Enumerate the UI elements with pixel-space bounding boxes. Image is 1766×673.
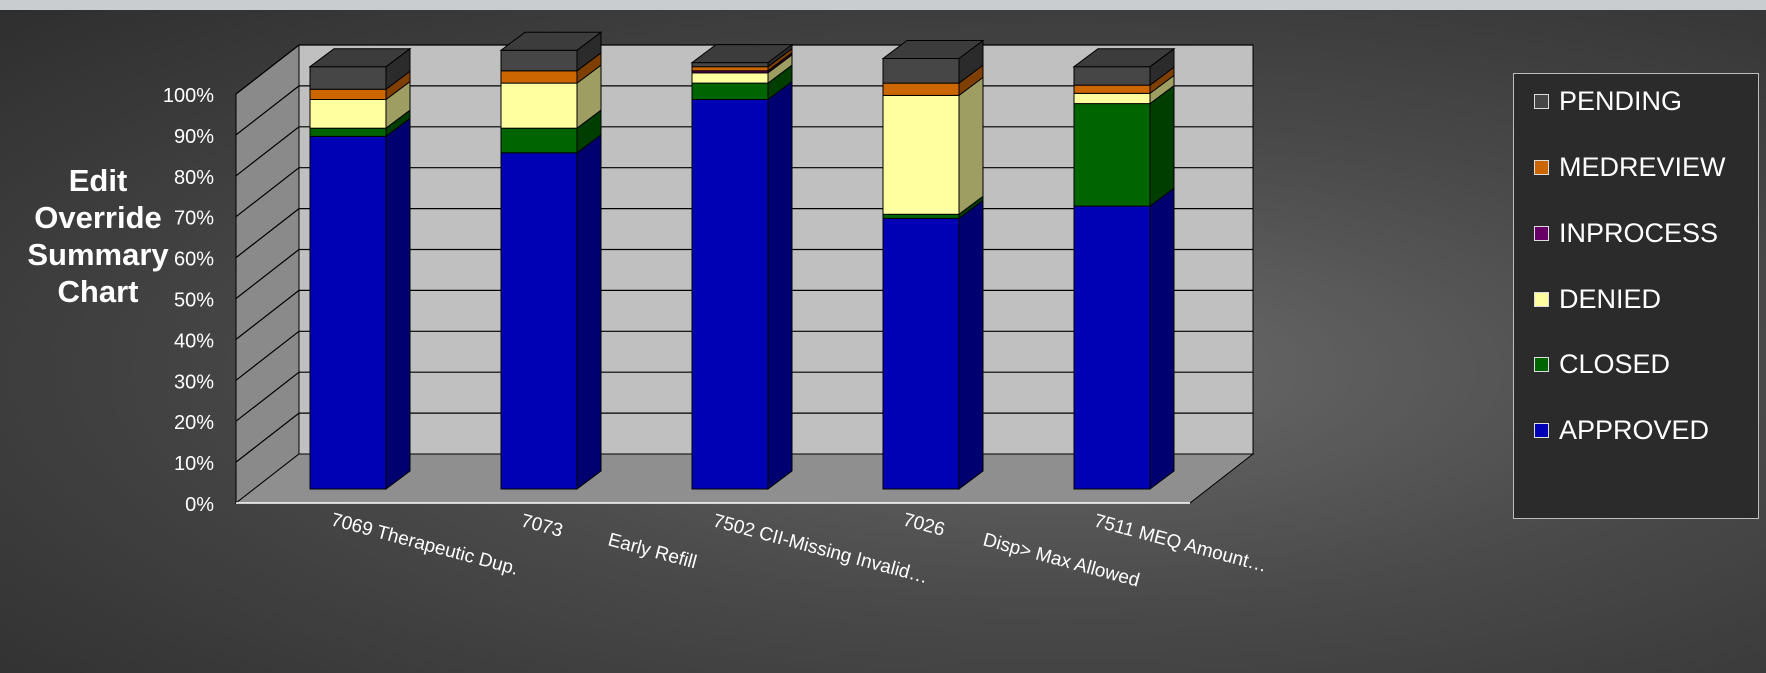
legend-item-medreview: MEDREVIEW bbox=[1534, 147, 1726, 187]
y-tick-label: 40% bbox=[174, 330, 214, 352]
x-category-label: 7026 bbox=[901, 510, 947, 541]
x-category-label: 7069 Therapeutic Dup. bbox=[329, 510, 521, 580]
y-tick-label: 20% bbox=[174, 412, 214, 434]
legend-item-denied: DENIED bbox=[1534, 279, 1661, 319]
legend-item-approved: APPROVED bbox=[1534, 410, 1709, 450]
legend-swatch bbox=[1534, 291, 1549, 307]
bar-segment-closed bbox=[882, 213, 960, 219]
slide-title-line-4: Chart bbox=[57, 274, 139, 309]
y-tick-label: 100% bbox=[163, 85, 214, 107]
y-tick-label: 90% bbox=[174, 126, 214, 148]
bar-top-cap bbox=[499, 31, 603, 51]
bar-segment-pending bbox=[500, 49, 578, 72]
bar-segment-closed bbox=[309, 127, 387, 137]
top-strip bbox=[0, 0, 1766, 10]
legend-swatch bbox=[1534, 225, 1549, 241]
y-tick-label: 60% bbox=[174, 249, 214, 271]
bar-segment-pending bbox=[691, 62, 769, 68]
y-tick-label: 70% bbox=[174, 208, 214, 230]
bar-segment-approved bbox=[500, 152, 578, 490]
legend-swatch bbox=[1534, 93, 1549, 109]
bar-side-approved bbox=[1149, 187, 1175, 490]
bar-segment-medreview bbox=[691, 66, 769, 72]
bar-segment-approved bbox=[309, 135, 387, 490]
bar-segment-denied bbox=[882, 94, 960, 215]
bar-segment-closed bbox=[1073, 103, 1151, 207]
legend-item-pending: PENDING bbox=[1534, 81, 1682, 121]
slide-title: Edit Override Summary Chart bbox=[8, 162, 188, 310]
legend-label: PENDING bbox=[1559, 85, 1683, 116]
legend-swatch bbox=[1534, 422, 1549, 438]
bar-segment-denied bbox=[1073, 92, 1151, 105]
bar-segment-pending bbox=[882, 58, 960, 84]
bar-segment-approved bbox=[882, 217, 960, 490]
y-tick-label: 10% bbox=[174, 453, 214, 475]
legend-swatch bbox=[1534, 159, 1549, 175]
y-tick-label: 80% bbox=[174, 167, 214, 189]
y-tick-label: 30% bbox=[174, 371, 214, 393]
legend-item-closed: CLOSED bbox=[1534, 344, 1670, 384]
slide-title-line-2: Override bbox=[34, 200, 162, 235]
bar-segment-pending bbox=[1073, 66, 1151, 86]
bar-segment-denied bbox=[691, 72, 769, 84]
bar-segment-closed bbox=[691, 82, 769, 100]
bar-segment-denied bbox=[309, 99, 387, 129]
bar-top-cap bbox=[1072, 48, 1176, 68]
legend-label: MEDREVIEW bbox=[1559, 151, 1726, 182]
legend-label: CLOSED bbox=[1559, 348, 1671, 379]
legend-label: APPROVED bbox=[1559, 414, 1710, 445]
bar-side-closed bbox=[1149, 84, 1175, 208]
bar-segment-medreview bbox=[882, 82, 960, 96]
bar-segment-denied bbox=[500, 82, 578, 129]
bar-top-cap bbox=[881, 40, 985, 59]
legend-swatch bbox=[1534, 356, 1549, 372]
bar-side-approved bbox=[385, 117, 411, 490]
bar-side-approved bbox=[767, 80, 793, 490]
bar-side-denied bbox=[958, 76, 984, 216]
legend-label: INPROCESS bbox=[1559, 217, 1719, 248]
x-category-label: 7073 bbox=[519, 511, 565, 542]
bar-segment-medreview bbox=[1073, 84, 1151, 94]
bar-top-cap bbox=[690, 44, 794, 64]
bar-segment-medreview bbox=[500, 70, 578, 84]
bar-segment-medreview bbox=[309, 88, 387, 100]
bar-segment-approved bbox=[691, 99, 769, 490]
x-category-label: Early Refill bbox=[606, 530, 699, 574]
y-tick-label: 50% bbox=[174, 290, 214, 312]
legend-item-inprocess: INPROCESS bbox=[1534, 213, 1718, 253]
slide-title-line-3: Summary bbox=[27, 237, 169, 272]
bar-segment-closed bbox=[500, 127, 578, 154]
slide-title-line-1: Edit bbox=[68, 163, 128, 198]
chart-legend: PENDING MEDREVIEW INPROCESS DENIED CLOSED APP… bbox=[1513, 73, 1759, 519]
legend-label: DENIED bbox=[1559, 283, 1662, 314]
y-tick-label: 0% bbox=[185, 494, 214, 516]
bar-segment-pending bbox=[309, 66, 387, 90]
bar-segment-approved bbox=[1073, 205, 1151, 490]
bar-side-approved bbox=[576, 133, 602, 490]
bar-top-cap bbox=[308, 48, 412, 68]
bar-side-approved bbox=[958, 199, 984, 490]
x-category-label: 7502 CII-Missing Invalid… bbox=[711, 511, 931, 589]
x-category-label: Disp> Max Allowed bbox=[981, 530, 1142, 592]
